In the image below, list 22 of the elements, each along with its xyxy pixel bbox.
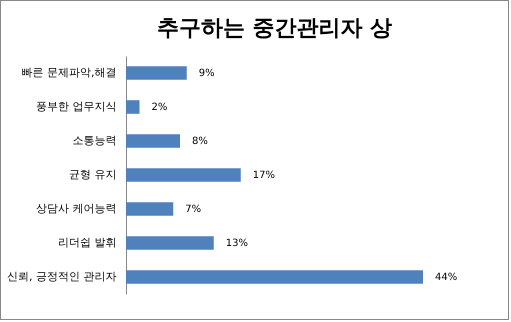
bar xyxy=(126,202,174,216)
bar xyxy=(126,270,423,284)
bar xyxy=(126,100,140,114)
y-tick-label: 신뢰, 긍정적인 관리자 xyxy=(7,270,116,283)
bar xyxy=(126,168,241,182)
data-label: 8% xyxy=(192,136,208,147)
data-label: 7% xyxy=(185,204,202,215)
bar xyxy=(126,66,187,80)
y-tick-label: 풍부한 업무지식 xyxy=(36,100,116,113)
data-label: 9% xyxy=(198,68,215,79)
y-tick-label: 소통능력 xyxy=(72,134,116,147)
y-tick-label: 균형 유지 xyxy=(69,168,116,181)
y-tick-label: 리더쉽 발휘 xyxy=(58,236,116,249)
data-label: 2% xyxy=(152,102,168,113)
bar xyxy=(126,134,180,148)
y-tick-label: 상담사 케어능력 xyxy=(36,202,116,215)
data-label: 13% xyxy=(226,238,248,249)
data-label: 17% xyxy=(252,170,275,181)
bar xyxy=(126,236,214,250)
data-label: 44% xyxy=(435,272,458,283)
chart-title: 추구하는 중간관리자 상 xyxy=(156,16,392,41)
y-tick-label: 빠른 문제파악,해결 xyxy=(22,66,116,79)
